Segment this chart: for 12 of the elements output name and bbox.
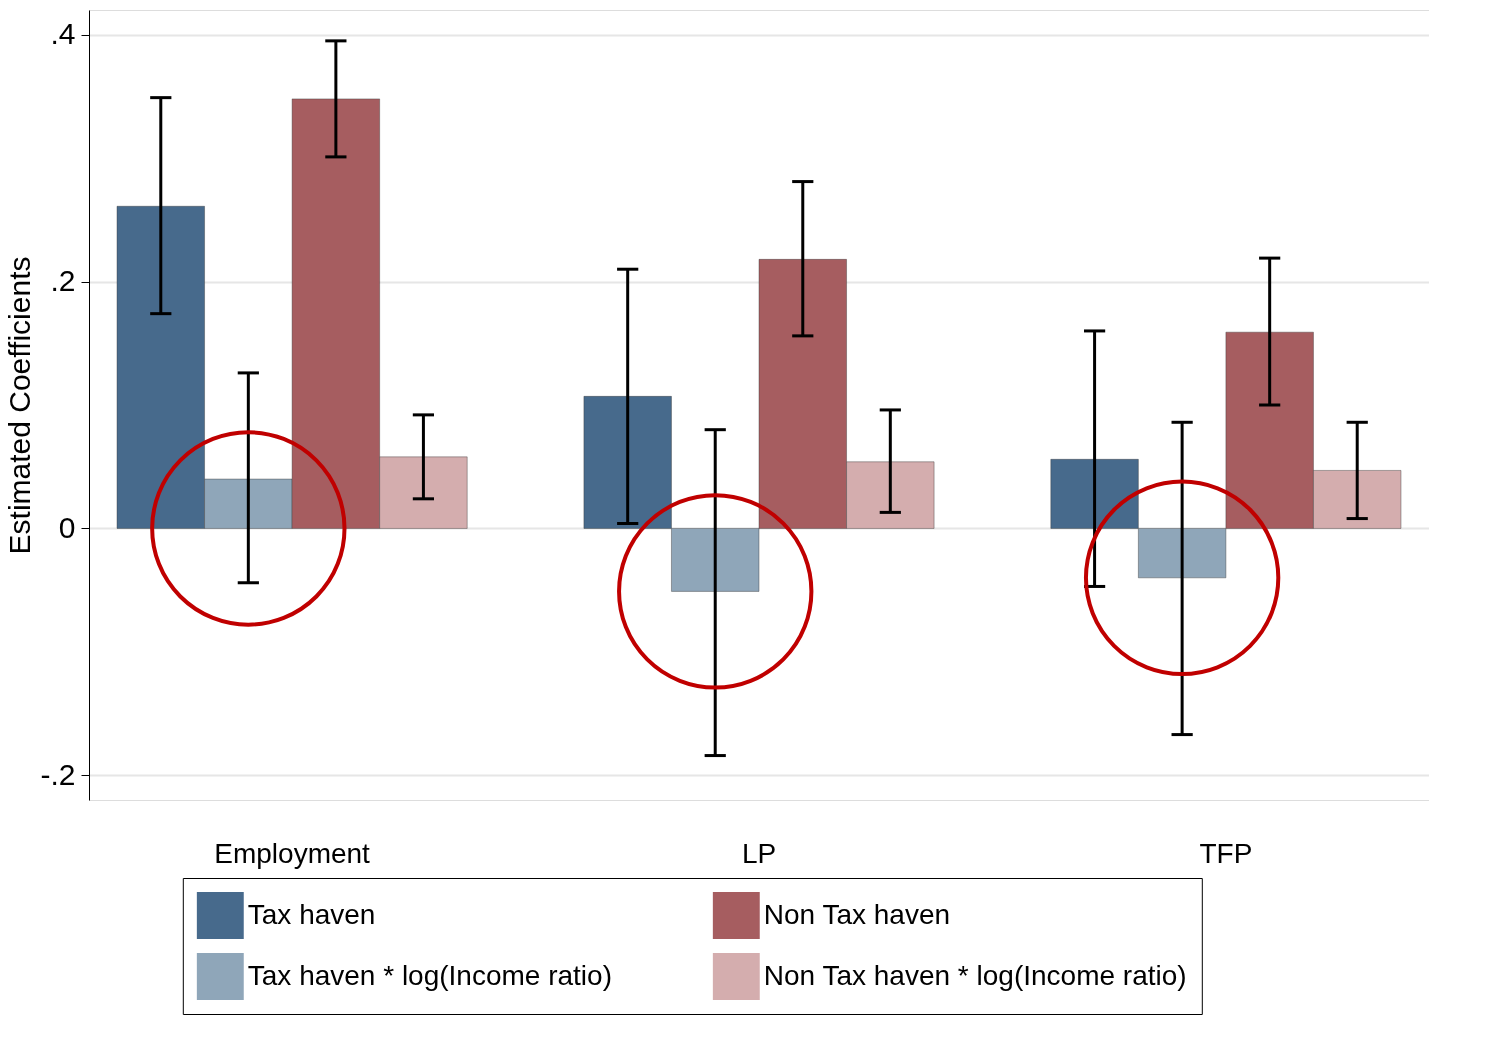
- y-tick-label: .4: [50, 17, 76, 51]
- y-tick-label: -.2: [40, 757, 76, 791]
- legend-label: Tax haven: [247, 898, 376, 930]
- x-tick-label: Employment: [214, 837, 371, 869]
- x-tick-label: TFP: [1199, 837, 1253, 869]
- x-tick-label: LP: [741, 837, 777, 869]
- y-axis-title: Estimated Coefficients: [3, 256, 37, 555]
- legend-label: Tax haven * log(Income ratio): [247, 959, 612, 991]
- y-tick-label: 0: [58, 510, 76, 544]
- y-tick-label: .2: [50, 264, 76, 298]
- legend-label: Non Tax haven * log(Income ratio): [763, 959, 1187, 991]
- legend-label: Non Tax haven: [763, 898, 951, 930]
